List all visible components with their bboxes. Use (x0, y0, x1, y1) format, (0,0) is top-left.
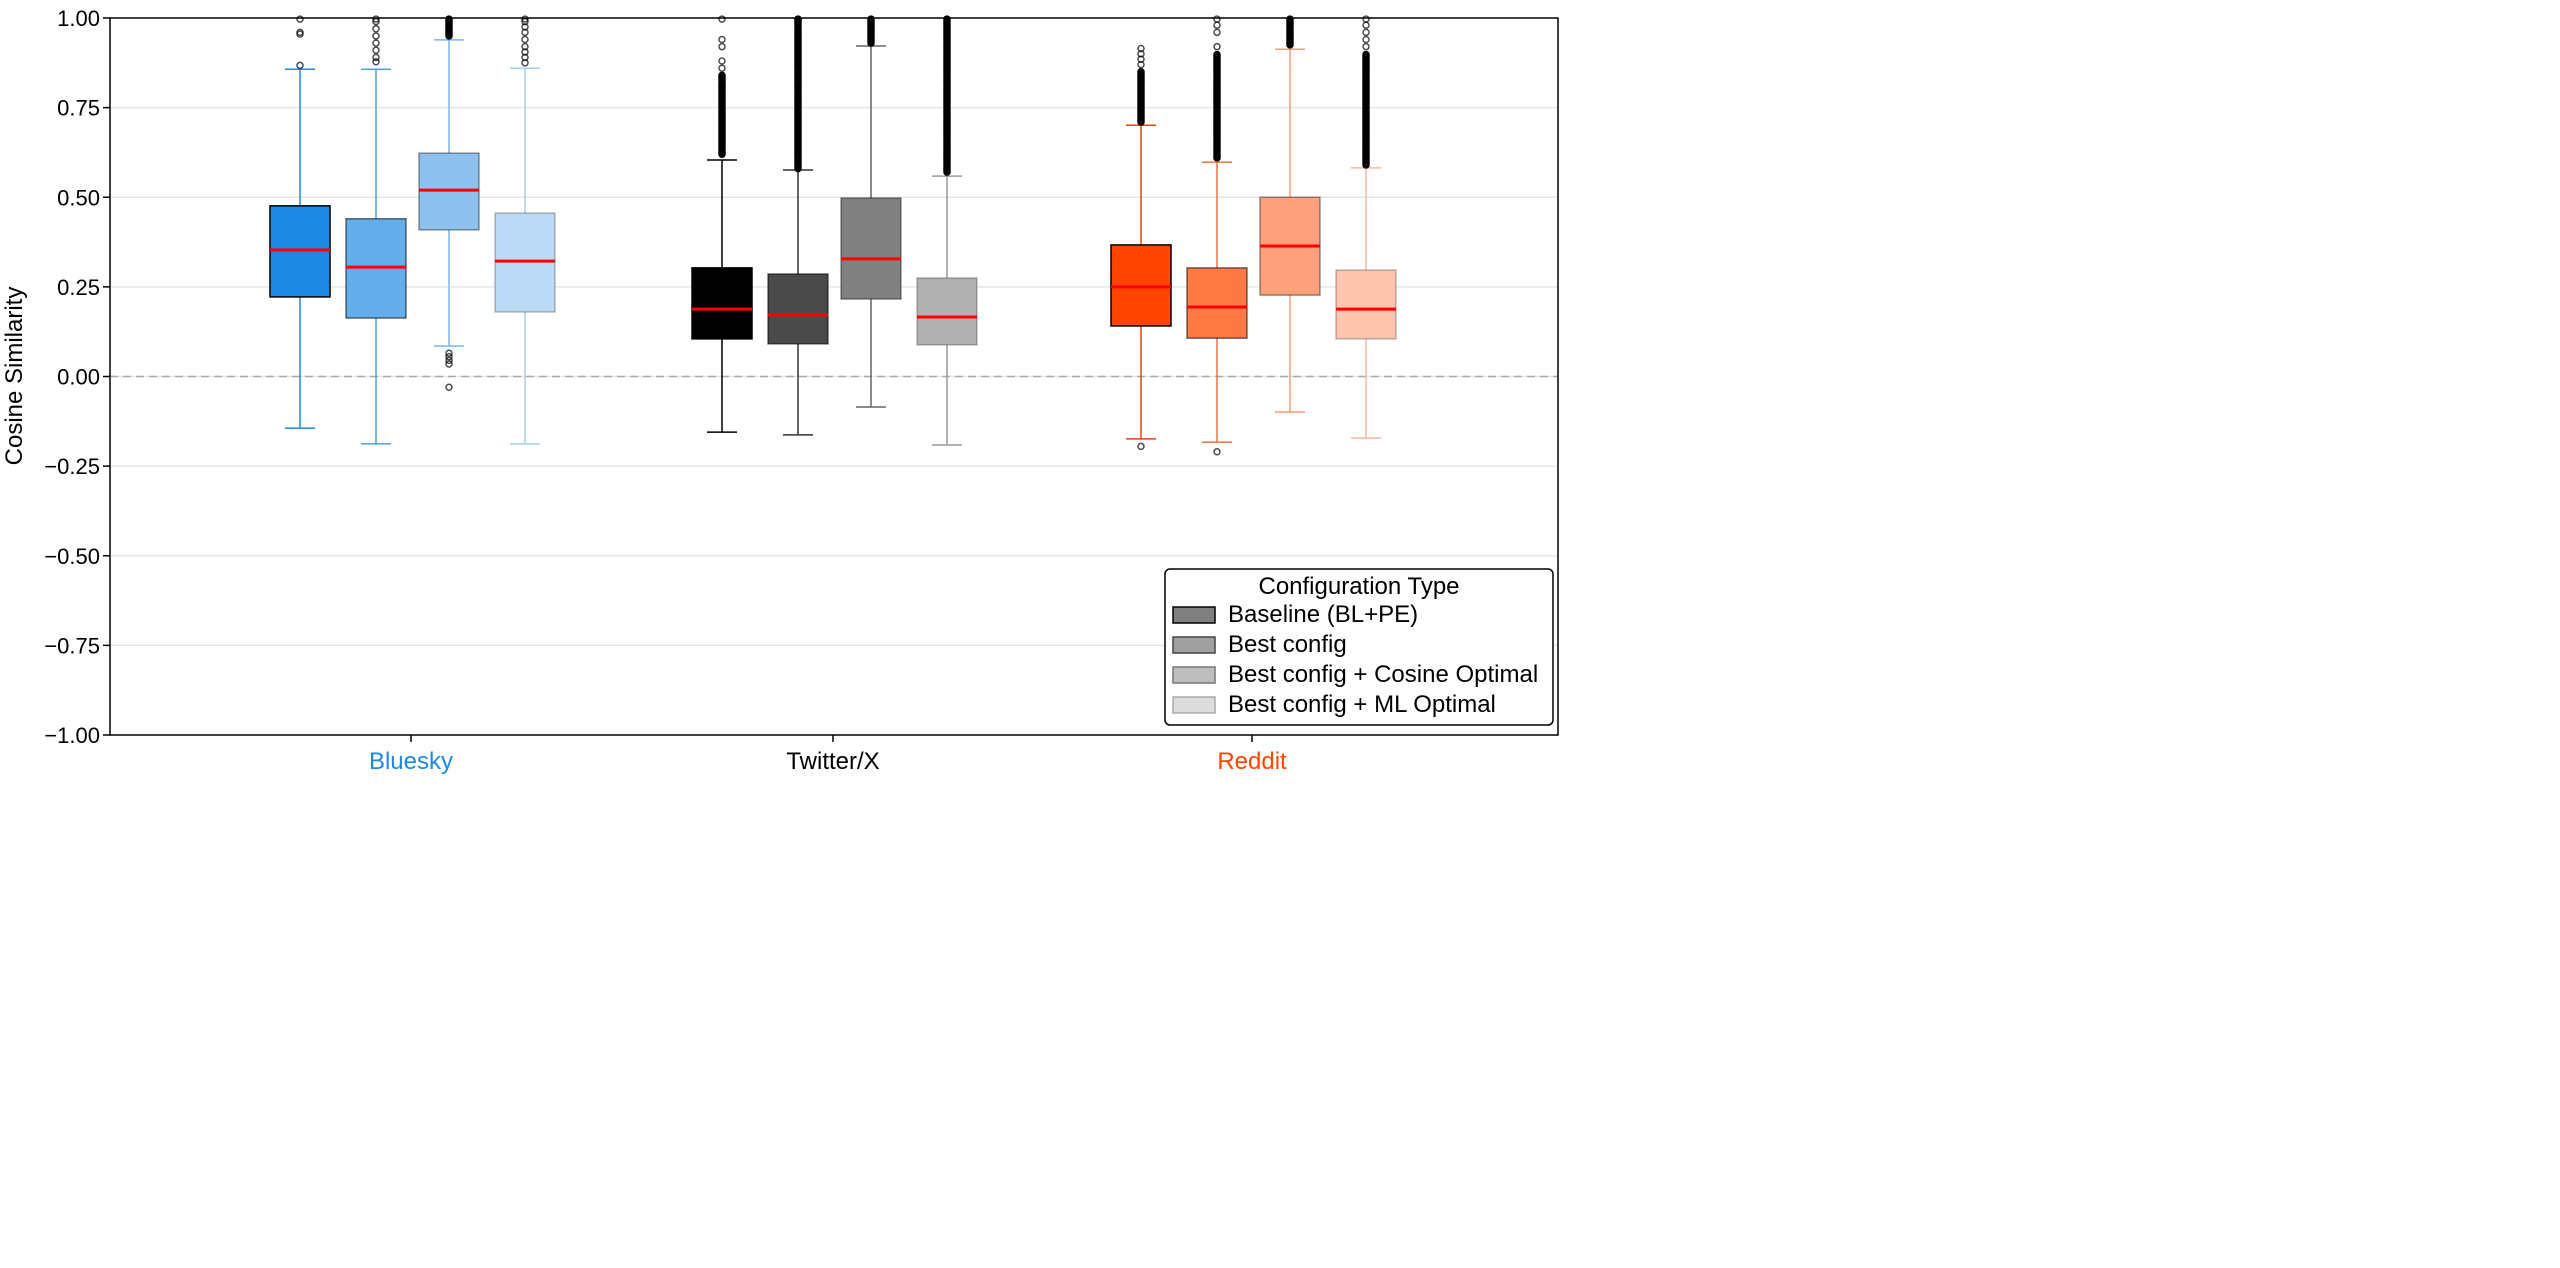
y-axis-label: Cosine Similarity (1, 287, 28, 466)
y-tick-label: 0.00 (57, 365, 100, 390)
box-series (269, 15, 1397, 456)
outlier-point (943, 15, 951, 23)
legend-swatch (1172, 666, 1216, 684)
outlier-point (1362, 15, 1370, 23)
outlier-point (1213, 42, 1221, 51)
outlier-point (1286, 15, 1294, 23)
outlier-point (296, 28, 304, 37)
legend-entry-label: Best config (1228, 631, 1347, 658)
legend: Configuration Type Baseline (BL+PE) Best … (1164, 568, 1554, 726)
box-reddit-1 (1110, 44, 1172, 451)
box-reddit-3 (1259, 15, 1321, 413)
outlier-point (1137, 68, 1145, 76)
outlier-point (718, 57, 726, 65)
y-tick-label: 0.75 (57, 96, 100, 121)
box-iqr (840, 197, 902, 300)
box-reddit-2 (1186, 15, 1248, 456)
box-iqr (1186, 267, 1248, 339)
box-twitterx-4 (916, 15, 978, 446)
outlier-point (1362, 21, 1370, 29)
x-axis: Bluesky Twitter/X Reddit (369, 735, 1287, 775)
grid-lines (110, 106, 1558, 647)
outlier-point (445, 353, 453, 361)
outlier-point (718, 42, 726, 51)
outlier-point (1137, 442, 1145, 451)
outlier-point (718, 64, 726, 72)
box-twitterx-1 (691, 15, 753, 433)
legend-entry-label: Baseline (BL+PE) (1228, 601, 1418, 628)
outlier-point (1137, 44, 1145, 53)
box-iqr (767, 273, 829, 345)
box-twitterx-3 (840, 15, 902, 408)
box-bluesky-2 (345, 15, 407, 445)
outlier-point (372, 57, 380, 66)
outlier-point (521, 15, 529, 23)
outlier-point (445, 356, 453, 365)
box-twitterx-2 (767, 15, 829, 436)
legend-entry-label: Best config + Cosine Optimal (1228, 661, 1538, 688)
outlier-point (718, 35, 726, 44)
x-tick-label: Twitter/X (786, 748, 879, 775)
box-bluesky-4 (494, 15, 556, 445)
outlier-point (1213, 15, 1221, 23)
outlier-point (1362, 28, 1370, 37)
outlier-point (445, 349, 453, 357)
y-tick-label: −1.00 (44, 723, 100, 748)
outlier-point (1213, 21, 1221, 29)
legend-swatch (1172, 696, 1216, 714)
legend-swatch (1172, 606, 1216, 624)
box-iqr (916, 277, 978, 346)
outlier-point (1362, 42, 1370, 51)
outlier-point (372, 32, 380, 40)
legend-swatch (1172, 636, 1216, 654)
box-bluesky-1 (269, 15, 331, 429)
outlier-point (1213, 28, 1221, 37)
box-iqr (1335, 269, 1397, 340)
outlier-point (445, 360, 453, 368)
legend-frame (1164, 568, 1554, 726)
y-tick-label: −0.50 (44, 544, 100, 569)
x-tick-label: Reddit (1217, 748, 1287, 775)
outlier-point (1213, 448, 1221, 456)
y-tick-label: −0.75 (44, 633, 100, 658)
outlier-point (372, 25, 380, 33)
outlier-point (521, 42, 529, 51)
y-tick-label: −0.25 (44, 454, 100, 479)
y-axis: −1.00 −0.75 −0.50 −0.25 0.00 0.25 0.50 0.75 1.00 (44, 6, 110, 748)
outlier-point (372, 39, 380, 47)
y-tick-label: 0.25 (57, 275, 100, 300)
box-bluesky-3 (418, 15, 480, 392)
legend-entry-label: Best config + ML Optimal (1228, 691, 1496, 718)
legend-title: Configuration Type (1258, 573, 1459, 600)
outlier-point (372, 53, 380, 62)
outlier-point (296, 15, 304, 23)
outlier-point (445, 15, 453, 23)
outlier-point (521, 35, 529, 44)
y-tick-label: 1.00 (57, 6, 100, 31)
outlier-point (1362, 50, 1370, 59)
outlier-point (445, 383, 453, 392)
x-tick-label: Bluesky (369, 748, 453, 775)
outlier-point (1213, 50, 1221, 59)
outlier-point (867, 15, 875, 23)
outlier-point (718, 71, 726, 80)
outlier-point (372, 15, 380, 23)
y-tick-label: 0.50 (57, 185, 100, 210)
box-reddit-4 (1335, 15, 1397, 439)
outlier-point (296, 61, 304, 70)
outlier-point (372, 46, 380, 55)
box-iqr (691, 267, 753, 340)
outlier-point (718, 15, 726, 23)
outlier-point (1362, 35, 1370, 44)
outlier-point (794, 15, 802, 23)
